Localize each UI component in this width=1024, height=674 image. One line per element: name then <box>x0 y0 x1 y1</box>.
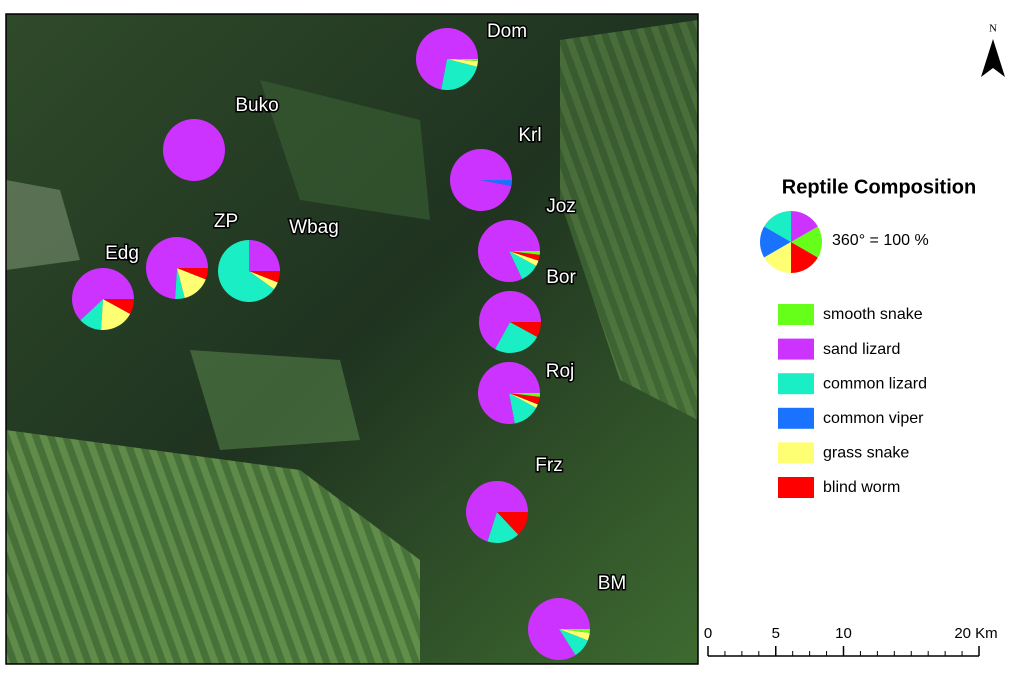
legend-label: sand lizard <box>823 341 900 358</box>
pie-slice <box>509 251 540 255</box>
legend-note: 360° = 100 % <box>832 232 929 249</box>
legend-key-slice <box>791 211 818 242</box>
legend-key-slice <box>791 226 822 258</box>
pie-slice <box>495 322 538 353</box>
site-label: Joz <box>546 196 576 217</box>
scale-label: 5 <box>772 625 780 642</box>
site-label: Roj <box>546 361 575 382</box>
pie-slice <box>103 299 134 314</box>
scale-label: 20 Km <box>954 625 997 642</box>
legend-key-slice <box>791 242 818 273</box>
legend-swatch <box>778 338 814 360</box>
legend-key-slice <box>764 242 791 273</box>
pie-slice <box>441 59 478 90</box>
site-label: Wbag <box>289 217 339 238</box>
north-arrow: N <box>981 23 1005 77</box>
pie-slice <box>509 251 537 280</box>
pie-slice <box>249 271 278 290</box>
legend-label: common lizard <box>823 375 927 392</box>
pie-slice <box>527 598 590 661</box>
legend-title: Reptile Composition <box>782 176 976 198</box>
site-label: Buko <box>235 95 278 116</box>
pie-slice <box>509 393 540 397</box>
pie-slice <box>559 629 590 633</box>
pie-slice <box>416 27 478 90</box>
pie-slice <box>465 480 528 542</box>
pie-slice <box>177 268 208 280</box>
legend-swatch <box>778 373 814 395</box>
pie-slice <box>71 267 134 321</box>
pie-slice <box>509 393 538 408</box>
pie-slice <box>509 251 540 261</box>
pie-slice <box>145 237 208 299</box>
legend-swatch <box>778 477 814 498</box>
site-label: ZP <box>214 211 238 232</box>
legend-label: common viper <box>823 410 924 427</box>
site-label: Dom <box>487 21 527 42</box>
legend-swatch <box>778 407 814 429</box>
pie-slice <box>218 240 275 302</box>
pie-slice <box>249 240 280 271</box>
legend-swatch <box>778 304 814 325</box>
legend-label: smooth snake <box>823 306 923 323</box>
pie-slice <box>481 180 512 186</box>
site-label: BM <box>598 573 627 594</box>
pie-slice <box>163 119 225 181</box>
scale-label: 0 <box>704 625 712 642</box>
pie-slice <box>509 251 539 266</box>
legend-key-slice <box>759 226 791 258</box>
site-label: Edg <box>105 243 139 264</box>
pie-slice <box>249 271 280 283</box>
scale-bar: 0 5 10 20 Km <box>704 625 998 657</box>
pie-slice <box>447 59 478 61</box>
north-arrow-shape <box>981 39 1005 77</box>
pie-slice <box>80 299 103 330</box>
pie-slice <box>447 59 478 67</box>
legend-swatch <box>778 442 814 464</box>
pie-slice <box>177 268 206 299</box>
pie-slice <box>510 322 541 337</box>
pie-slice <box>497 512 528 535</box>
pie-slice <box>559 629 588 656</box>
pie-slice <box>101 299 131 331</box>
pie-slice <box>509 393 540 405</box>
north-label: N <box>989 23 997 35</box>
site-label: Krl <box>518 125 541 146</box>
site-pies: Dom Buko Krl Joz ZP Wbag Edg Bor Roj Frz BM <box>71 20 628 661</box>
legend-key-slice <box>764 211 791 242</box>
pie-slice <box>449 148 512 211</box>
site-label: Frz <box>535 455 562 476</box>
pie-slice <box>487 512 519 543</box>
pie-slice <box>559 629 590 641</box>
site-label: Bor <box>546 267 576 288</box>
satellite-map <box>5 13 699 665</box>
legend-label: grass snake <box>823 445 909 462</box>
pie-slice <box>175 268 185 300</box>
scale-label: 10 <box>835 625 852 642</box>
legend: Reptile Composition 360° = 100 % smooth … <box>759 176 976 498</box>
legend-label: blind worm <box>823 479 900 496</box>
pie-slice <box>479 291 541 350</box>
pie-slice <box>509 393 537 424</box>
